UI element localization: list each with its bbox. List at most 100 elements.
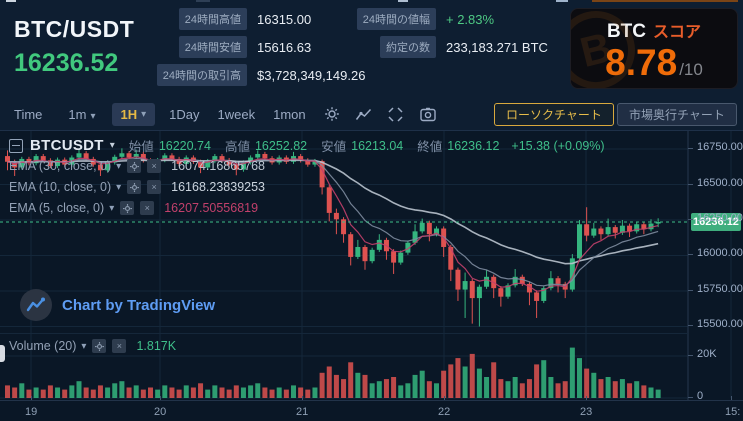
indicator-value: 16168.23839253 xyxy=(171,180,266,194)
indicator-settings-icon[interactable] xyxy=(127,159,142,173)
indicator-close-icon[interactable]: × xyxy=(147,180,162,194)
attribution-text: Chart by TradingView xyxy=(62,296,216,314)
stat-label: 24時間の取引高 xyxy=(156,64,247,86)
score-coin: BTC xyxy=(606,21,647,42)
indicator-icon[interactable] xyxy=(355,105,373,123)
price-axis-label: 16750.00 xyxy=(688,141,743,153)
top-edge-artifact xyxy=(556,0,568,2)
btc-score-card[interactable]: B BTC スコア 8.78 /10 xyxy=(570,8,738,89)
collapse-pane-icon[interactable] xyxy=(9,138,23,153)
chevron-down-icon[interactable]: ▾ xyxy=(116,160,122,172)
time-tick xyxy=(160,396,161,400)
high-label: 高値 xyxy=(224,140,250,154)
stat-label: 24時間高値 xyxy=(178,8,247,30)
price-axis-label: 15750.00 xyxy=(688,283,743,295)
time-axis-label: 20 xyxy=(154,406,167,418)
stat-24h-low: 24時間安値 15616.63 xyxy=(147,36,365,58)
time-axis[interactable]: 19 20 21 22 23 15: xyxy=(0,396,743,421)
volume-indicator-row: Volume (20) ▾ × 1.817K xyxy=(9,339,177,353)
settings-icon[interactable] xyxy=(323,105,341,123)
volume-axis-label: 20K xyxy=(688,348,717,360)
interval-1day[interactable]: 1Day xyxy=(169,106,200,122)
close-label: 終値 xyxy=(417,140,443,154)
price-axis-label: 16000.00 xyxy=(688,247,743,259)
indicator-settings-icon[interactable] xyxy=(120,201,135,215)
interval-1h[interactable]: 1H ▾ xyxy=(111,102,156,126)
high-value: 16252.82 xyxy=(254,138,308,153)
stat-label: 24時間安値 xyxy=(178,36,247,58)
time-axis-label: 19 xyxy=(25,406,38,418)
low-label: 安値 xyxy=(321,140,347,154)
top-edge-artifact xyxy=(398,0,408,2)
stat-value: 16315.00 xyxy=(257,11,312,27)
indicator-row-ema30: EMA (30, close, 0) ▾ × 16074.16865768 xyxy=(9,159,266,173)
pane-divider[interactable] xyxy=(0,333,688,334)
time-axis-label: 15: xyxy=(725,406,741,418)
stat-label: 約定の数 xyxy=(380,36,436,58)
interval-1mon[interactable]: 1mon xyxy=(273,106,306,122)
stat-value: + 2.83% xyxy=(446,11,495,27)
top-edge-artifact xyxy=(6,0,16,2)
snapshot-icon[interactable] xyxy=(419,105,437,123)
volume-value: 1.817K xyxy=(136,339,177,353)
chevron-down-icon[interactable]: ▾ xyxy=(81,340,87,352)
price-axis-label: 16500.00 xyxy=(688,177,743,189)
top-edge-artifact xyxy=(196,0,210,2)
stat-value: $3,728,349,149.26 xyxy=(257,67,366,83)
change-value: +15.38 (+0.09%) xyxy=(511,138,605,153)
indicator-settings-icon[interactable] xyxy=(127,180,142,194)
stat-24h-change: 24時間の値幅 + 2.83% xyxy=(346,8,548,30)
pane-resize-handle[interactable] xyxy=(0,345,5,362)
score-denominator: /10 xyxy=(679,60,703,79)
indicator-settings-icon[interactable] xyxy=(92,339,107,353)
interval-1week[interactable]: 1week xyxy=(217,106,256,122)
time-axis-label: 21 xyxy=(296,406,309,418)
time-tick xyxy=(302,396,303,400)
symbol-selector[interactable]: BTCUSDT xyxy=(30,137,104,154)
indicator-close-icon[interactable]: × xyxy=(140,201,155,215)
score-label: スコア xyxy=(653,24,702,41)
tradingview-attribution[interactable]: Chart by TradingView xyxy=(20,289,215,321)
chart-legend: BTCUSDT ▾ 始値 16220.74 高値 16252.82 安値 16213.… xyxy=(9,136,605,155)
open-label: 始値 xyxy=(128,140,154,154)
chart-panel: BTCUSDT ▾ 始値 16220.74 高値 16252.82 安値 16213.… xyxy=(0,130,743,421)
stats-column-2: 24時間の値幅 + 2.83% 約定の数 233,183.271 BTC xyxy=(346,8,548,64)
price-axis-label: 16250.00 xyxy=(688,212,743,224)
time-tick xyxy=(731,396,732,400)
indicator-value: 16074.16865768 xyxy=(171,159,266,173)
tradingview-logo-icon xyxy=(20,289,52,321)
last-price-tag: 16236.12 xyxy=(691,213,741,231)
interval-1m[interactable]: 1m ▾ xyxy=(68,106,96,122)
stats-column-1: 24時間高値 16315.00 24時間安値 15616.63 24時間の取引高… xyxy=(147,8,365,92)
stat-value: 233,183.271 BTC xyxy=(446,39,548,55)
price-axis-label: 15500.00 xyxy=(688,318,743,330)
fullscreen-icon[interactable] xyxy=(387,105,405,123)
indicator-close-icon[interactable]: × xyxy=(147,159,162,173)
time-axis-label: 23 xyxy=(580,406,593,418)
market-depth-chart-button[interactable]: 市場奥行チャート xyxy=(617,103,737,126)
chart-canvas[interactable] xyxy=(0,131,743,400)
indicator-row-ema10: EMA (10, close, 0) ▾ × 16168.23839253 xyxy=(9,180,266,194)
chevron-down-icon[interactable]: ▾ xyxy=(116,181,122,193)
volume-axis-label: 0 xyxy=(687,390,704,402)
pair-name: BTC/USDT xyxy=(14,16,135,42)
candle-chart-button[interactable]: ローソクチャート xyxy=(494,103,614,126)
indicator-close-icon[interactable]: × xyxy=(112,339,127,353)
last-price: 16236.52 xyxy=(14,49,119,77)
chart-toolbar: Time 1m ▾ 1H ▾ 1Day 1week 1mon xyxy=(0,99,743,129)
chevron-down-icon: ▾ xyxy=(90,110,96,122)
top-edge-artifact xyxy=(592,0,738,2)
time-tick xyxy=(31,396,32,400)
time-axis-label: 22 xyxy=(438,406,451,418)
stat-24h-high: 24時間高値 16315.00 xyxy=(147,8,365,30)
chevron-down-icon[interactable]: ▾ xyxy=(109,140,115,151)
stat-value: 15616.63 xyxy=(257,39,312,55)
time-tick xyxy=(444,396,445,400)
stat-label: 24時間の値幅 xyxy=(356,8,436,30)
indicator-row-ema5: EMA (5, close, 0) ▾ × 16207.50556819 xyxy=(9,201,259,215)
stat-trades-count: 約定の数 233,183.271 BTC xyxy=(346,36,548,58)
pair-block: BTC/USDT 16236.52 xyxy=(14,16,134,78)
open-value: 16220.74 xyxy=(158,138,211,153)
chevron-down-icon[interactable]: ▾ xyxy=(109,202,115,214)
